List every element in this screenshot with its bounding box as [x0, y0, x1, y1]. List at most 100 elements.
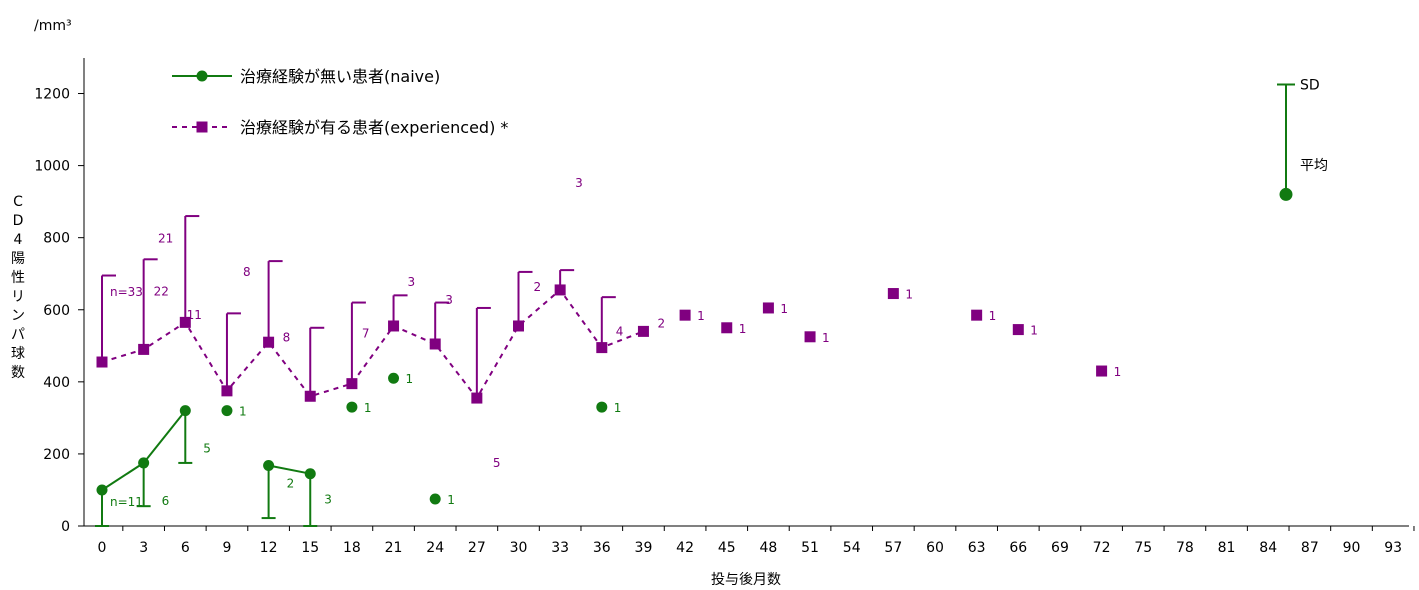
data-point: [388, 320, 400, 332]
n-label: 21: [158, 231, 173, 245]
y-axis-title-char: パ: [11, 327, 25, 343]
data-point: [221, 405, 233, 417]
x-tick-label: 54: [843, 540, 861, 556]
n-label: 22: [154, 284, 169, 298]
data-point: [596, 401, 608, 413]
n-label: 1: [739, 322, 747, 336]
y-axis-title-char: D: [13, 213, 24, 229]
x-tick-label: 21: [385, 540, 403, 556]
y-axis-title-char: 球: [11, 346, 25, 362]
data-point: [804, 331, 816, 343]
x-tick-label: 9: [222, 540, 231, 556]
legend-label: 治療経験が無い患者(naive): [240, 67, 440, 86]
x-tick-label: 12: [260, 540, 278, 556]
n-label: 1: [780, 302, 788, 316]
x-tick-label: 78: [1176, 540, 1194, 556]
x-tick-label: 24: [426, 540, 444, 556]
x-tick-label: 6: [181, 540, 190, 556]
data-point: [138, 343, 150, 355]
n-label: 8: [243, 265, 251, 279]
series-line: [268, 464, 311, 475]
n-label: 11: [187, 308, 202, 322]
x-tick-label: 51: [801, 540, 819, 556]
unit-label: /mm³: [34, 18, 72, 34]
data-point: [179, 316, 191, 328]
data-point: [263, 336, 275, 348]
x-tick-label: 57: [884, 540, 902, 556]
y-tick-label: 800: [43, 231, 70, 247]
x-tick-label: 36: [593, 540, 611, 556]
n-label: 6: [162, 494, 170, 508]
x-tick-label: 33: [551, 540, 569, 556]
key-mean-marker: [1279, 187, 1293, 201]
n-label: 1: [697, 309, 705, 323]
x-tick-label: 93: [1384, 540, 1402, 556]
x-tick-label: 75: [1134, 540, 1152, 556]
y-axis-title-char: 性: [11, 270, 25, 286]
x-tick-label: 48: [759, 540, 777, 556]
data-point: [304, 468, 316, 480]
data-point: [554, 284, 566, 296]
data-point: [96, 484, 108, 496]
n-label: n=33: [110, 285, 143, 299]
n-label: 8: [283, 330, 291, 344]
y-tick-label: 400: [43, 375, 70, 391]
data-point: [304, 390, 316, 402]
n-label: 2: [287, 476, 295, 490]
n-label: n=11: [110, 495, 143, 509]
data-point: [346, 401, 358, 413]
x-tick-label: 72: [1093, 540, 1111, 556]
y-tick-label: 1200: [34, 87, 70, 103]
key-sd-label: SD: [1300, 78, 1320, 94]
x-tick-label: 66: [1009, 540, 1027, 556]
x-tick-label: 27: [468, 540, 486, 556]
data-point: [138, 457, 150, 469]
legend: 治療経験が無い患者(naive) 治療経験が有る患者(experienced) *: [172, 67, 508, 137]
sd-mean-key: SD 平均: [1277, 78, 1328, 201]
x-tick-label: 87: [1301, 540, 1319, 556]
n-label: 3: [324, 493, 332, 507]
legend-label: 治療経験が有る患者(experienced) *: [240, 118, 508, 137]
data-point: [346, 378, 358, 390]
data-point: [471, 392, 483, 404]
n-label: 1: [447, 493, 455, 507]
x-tick-label: 63: [968, 540, 986, 556]
x-tick-label: 18: [343, 540, 361, 556]
n-label: 1: [614, 401, 622, 415]
n-label: 7: [362, 327, 370, 341]
y-tick-label: 1000: [34, 159, 70, 175]
x-tick-label: 45: [718, 540, 736, 556]
data-point: [971, 309, 983, 321]
n-label: 1: [1114, 365, 1122, 379]
x-tick-label: 0: [98, 540, 107, 556]
y-axis-title-char: 陽: [11, 251, 25, 267]
legend-marker: [196, 121, 208, 133]
n-label: 3: [408, 275, 416, 289]
n-label: 5: [493, 456, 501, 470]
n-label: 5: [203, 442, 211, 456]
n-label: 1: [989, 309, 997, 323]
n-label: 1: [1030, 324, 1038, 338]
data-point: [429, 493, 441, 505]
data-point: [513, 320, 524, 332]
n-label: 1: [239, 405, 247, 419]
n-label: 4: [616, 325, 624, 339]
data-point: [679, 309, 691, 321]
data-point: [887, 288, 899, 300]
n-label: 1: [905, 288, 913, 302]
y-axis-title-char: 数: [11, 365, 25, 381]
y-axis-title-char: リ: [11, 289, 25, 305]
x-tick-label: 15: [301, 540, 319, 556]
data-point: [96, 356, 108, 368]
data-point: [637, 325, 649, 337]
series-naive: n=11 6 5 1 2 3 1 1 1 1: [95, 372, 622, 527]
n-label: 1: [406, 372, 414, 386]
x-tick-label: 60: [926, 540, 944, 556]
data-point: [762, 302, 774, 314]
x-tick-label: 69: [1051, 540, 1069, 556]
data-point: [388, 372, 400, 384]
